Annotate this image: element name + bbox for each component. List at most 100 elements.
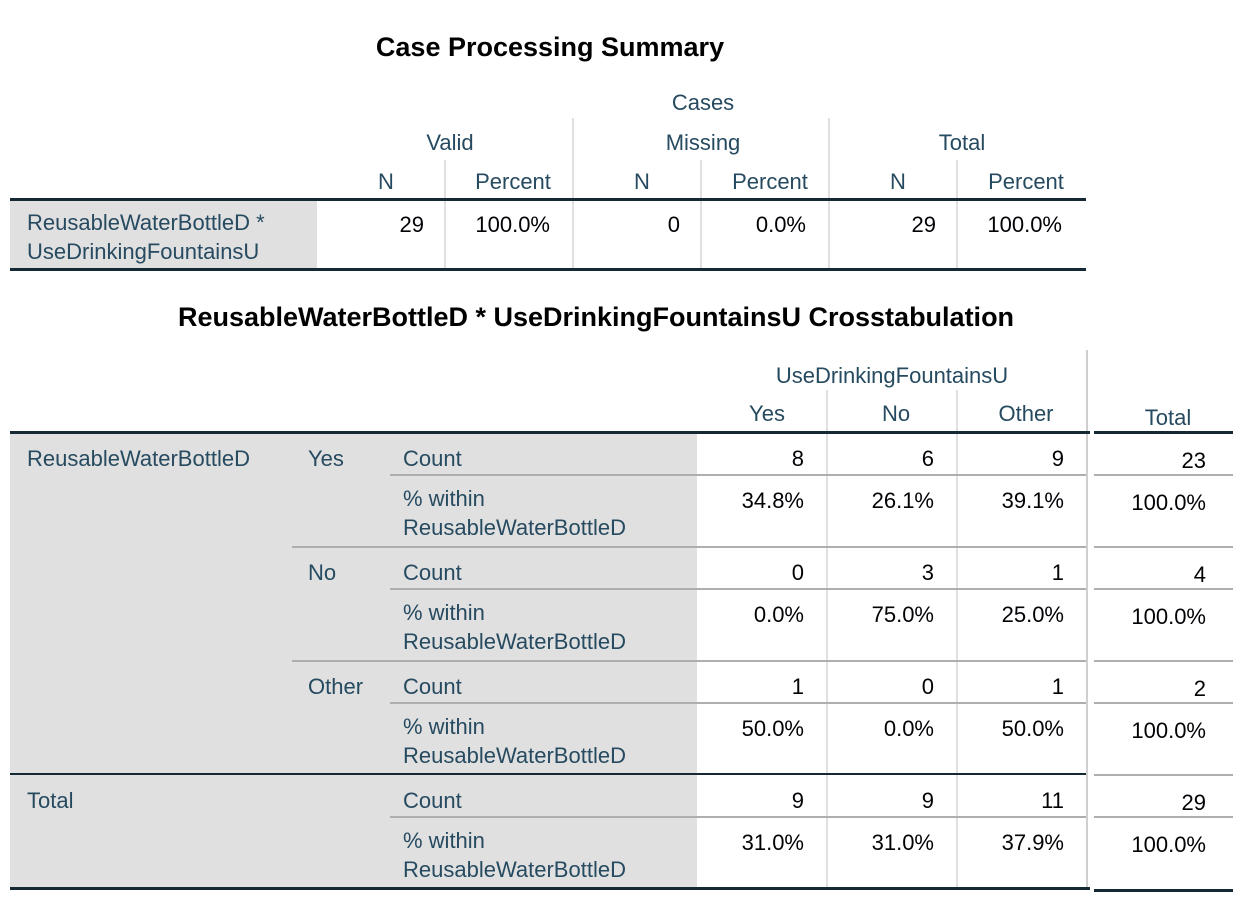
other-count-yes: 1 — [791, 674, 804, 699]
case-row-label-line2: UseDrinkingFountainsU — [27, 239, 260, 264]
header-rule — [10, 198, 1086, 201]
no-pct-yes: 0.0% — [753, 602, 804, 627]
total-percent-header: Percent — [988, 169, 1064, 194]
other-pct-total: 100.0% — [1131, 718, 1206, 743]
no-pct-total: 100.0% — [1131, 604, 1206, 629]
row-rule — [1094, 588, 1233, 590]
yes-count-yes: 8 — [791, 446, 804, 471]
bottom-rule — [10, 268, 1086, 271]
total-pct-total: 100.0% — [1131, 832, 1206, 857]
case-row-label-line1: ReusableWaterBottleD * — [27, 210, 265, 235]
col-variable-header: UseDrinkingFountainsU — [775, 363, 1009, 388]
separator-missing-total — [828, 118, 830, 270]
group-no-label: No — [308, 560, 337, 585]
row-rule — [390, 702, 1086, 704]
other-pct-other: 50.0% — [1001, 716, 1064, 741]
total-percent-value: 100.0% — [987, 212, 1062, 237]
header-rule-total — [1094, 431, 1233, 434]
missing-n-header: N — [634, 169, 650, 194]
no-count-total: 4 — [1193, 562, 1206, 587]
pct-label-line2: ReusableWaterBottleD — [403, 629, 626, 654]
other-count-no: 0 — [921, 674, 934, 699]
case-summary-title: Case Processing Summary — [375, 32, 725, 62]
col-other-header: Other — [998, 401, 1054, 426]
yes-pct-no: 26.1% — [871, 488, 934, 513]
pct-label-line2: ReusableWaterBottleD — [403, 743, 626, 768]
separator-valid-n — [444, 160, 446, 270]
total-pct-yes: 31.0% — [741, 830, 804, 855]
other-pct-no: 0.0% — [883, 716, 934, 741]
count-label: Count — [403, 560, 462, 585]
no-count-yes: 0 — [791, 560, 804, 585]
crosstab-bottom-rule-total — [1094, 889, 1233, 892]
yes-count-total: 23 — [1181, 448, 1206, 473]
group-rule — [1094, 546, 1233, 548]
pct-label-line2: ReusableWaterBottleD — [403, 515, 626, 540]
group-yes-label: Yes — [308, 446, 344, 471]
count-label: Count — [403, 674, 462, 699]
total-n-value: 29 — [911, 212, 936, 237]
missing-percent-value: 0.0% — [755, 212, 806, 237]
total-header: Total — [938, 130, 986, 155]
separator-no-other — [956, 390, 958, 888]
row-rule — [390, 588, 1086, 590]
total-rule — [1094, 774, 1233, 776]
group-rule — [292, 546, 1086, 548]
col-total-header: Total — [1144, 405, 1192, 430]
total-count-other: 11 — [1041, 788, 1064, 813]
missing-n-value: 0 — [667, 212, 680, 237]
valid-n-header: N — [378, 169, 394, 194]
total-rule — [10, 773, 1086, 775]
total-pct-no: 31.0% — [871, 830, 934, 855]
header-rule-left — [10, 431, 1090, 434]
missing-percent-header: Percent — [732, 169, 808, 194]
yes-pct-other: 39.1% — [1001, 488, 1064, 513]
valid-percent-header: Percent — [475, 169, 551, 194]
col-yes-header: Yes — [749, 401, 785, 426]
total-row-label: Total — [27, 788, 74, 813]
row-rule — [390, 816, 1086, 818]
separator-yes-no — [826, 390, 828, 888]
count-label: Count — [403, 788, 462, 813]
separator-valid-missing — [572, 118, 574, 270]
other-count-total: 2 — [1193, 676, 1206, 701]
row-rule — [1094, 816, 1233, 818]
valid-header: Valid — [426, 130, 474, 155]
no-count-no: 3 — [921, 560, 934, 585]
other-count-other: 1 — [1051, 674, 1064, 699]
pct-label-line1: % within — [403, 486, 485, 511]
missing-header: Missing — [665, 130, 741, 155]
pct-label-line1: % within — [403, 600, 485, 625]
yes-count-other: 9 — [1051, 446, 1064, 471]
yes-count-no: 6 — [921, 446, 934, 471]
group-rule — [1094, 660, 1233, 662]
col-no-header: No — [881, 401, 911, 426]
crosstab-title: ReusableWaterBottleD * UseDrinkingFounta… — [177, 302, 1015, 332]
total-count-yes: 9 — [791, 788, 804, 813]
total-count-total: 29 — [1181, 790, 1206, 815]
no-pct-other: 25.0% — [1001, 602, 1064, 627]
pct-label-line2: ReusableWaterBottleD — [403, 857, 626, 882]
separator-other-total — [1086, 350, 1088, 890]
yes-pct-total: 100.0% — [1131, 490, 1206, 515]
pct-label-line1: % within — [403, 714, 485, 739]
no-count-other: 1 — [1051, 560, 1064, 585]
row-rule — [1094, 474, 1233, 476]
total-n-header: N — [890, 169, 906, 194]
total-count-no: 9 — [921, 788, 934, 813]
group-rule — [292, 660, 1086, 662]
total-pct-other: 37.9% — [1001, 830, 1064, 855]
row-label-shade — [10, 201, 317, 269]
cases-header: Cases — [671, 90, 735, 115]
valid-n-value: 29 — [399, 212, 424, 237]
yes-pct-yes: 34.8% — [741, 488, 804, 513]
row-rule — [1094, 702, 1233, 704]
valid-percent-value: 100.0% — [475, 212, 550, 237]
separator-missing-n — [700, 160, 702, 270]
separator-total-n — [956, 160, 958, 270]
crosstab-bottom-rule — [10, 887, 1090, 890]
group-other-label: Other — [308, 674, 364, 699]
pct-label-line1: % within — [403, 828, 485, 853]
other-pct-yes: 50.0% — [741, 716, 804, 741]
count-label: Count — [403, 446, 462, 471]
